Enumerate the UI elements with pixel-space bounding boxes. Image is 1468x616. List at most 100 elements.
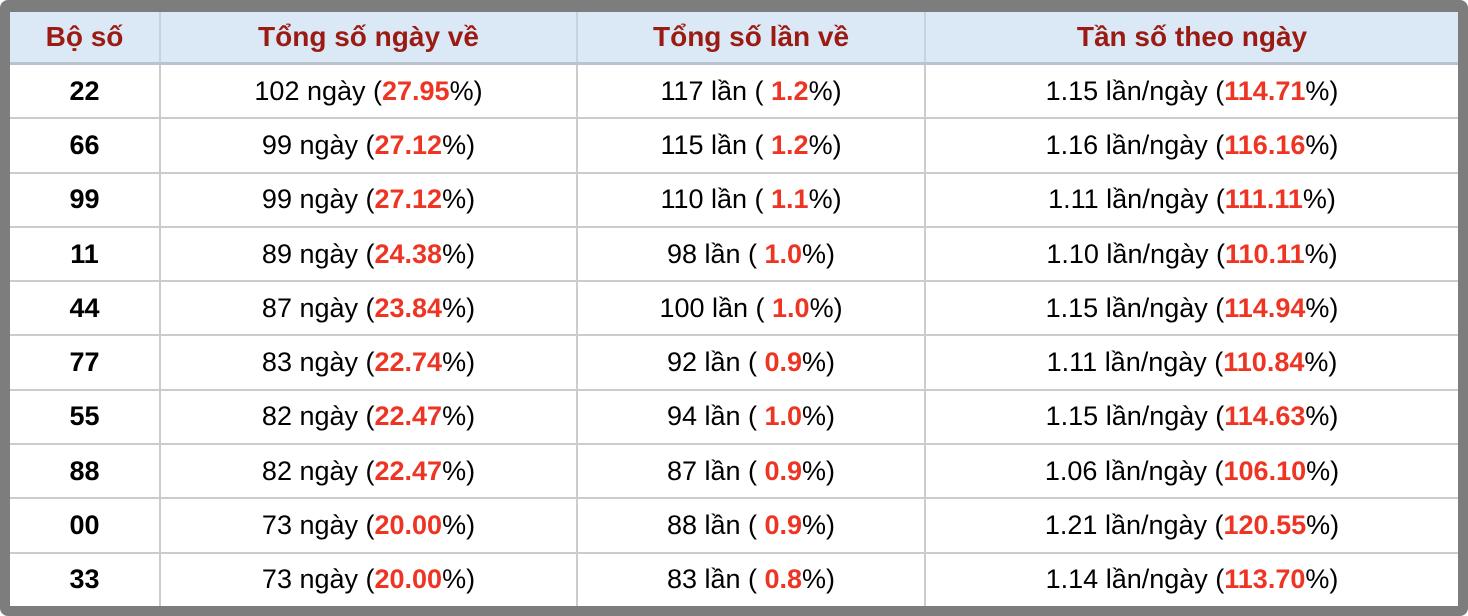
days-cell-percent-value: 22.47 bbox=[374, 455, 443, 486]
days-cell-prefix: 73 ngày ( bbox=[261, 564, 375, 595]
times-cell: 100 lần ( 1.0%) bbox=[577, 280, 926, 336]
freq-cell-prefix: 1.16 lần/ngày ( bbox=[1045, 129, 1225, 160]
days-cell-prefix: 82 ngày ( bbox=[261, 455, 375, 486]
days-cell: 87 ngày (23.84%) bbox=[160, 280, 578, 336]
days-cell-suffix: %) bbox=[442, 292, 476, 323]
days-cell: 82 ngày (22.47%) bbox=[160, 388, 578, 445]
days-cell: 82 ngày (22.47%) bbox=[160, 443, 578, 499]
times-cell: 88 lần ( 0.9%) bbox=[577, 497, 926, 553]
days-cell: 73 ngày (20.00%) bbox=[160, 551, 578, 606]
freq-cell-suffix: %) bbox=[1306, 455, 1340, 486]
freq-cell: 1.16 lần/ngày (116.16%) bbox=[925, 117, 1458, 173]
times-cell-suffix: %) bbox=[802, 238, 836, 269]
times-cell-prefix: 92 lần ( bbox=[666, 347, 765, 378]
freq-cell: 1.15 lần/ngày (114.94%) bbox=[925, 280, 1458, 336]
times-cell-percent-value: 0.8 bbox=[764, 564, 803, 595]
times-cell-suffix: %) bbox=[802, 510, 836, 541]
times-cell-suffix: %) bbox=[802, 455, 836, 486]
table-row: 77 83 ngày (22.74%) 92 lần ( 0.9%) 1.11 lần… bbox=[10, 334, 1458, 390]
table-row: 99 99 ngày (27.12%) 110 lần ( 1.1%) 1.11 lầ… bbox=[10, 171, 1458, 227]
freq-cell-suffix: %) bbox=[1304, 347, 1338, 378]
freq-cell-prefix: 1.10 lần/ngày ( bbox=[1046, 238, 1225, 269]
pair-cell: 88 bbox=[10, 443, 161, 499]
freq-cell: 1.14 lần/ngày (113.70%) bbox=[925, 551, 1458, 606]
freq-cell-prefix: 1.14 lần/ngày ( bbox=[1045, 564, 1225, 595]
freq-cell: 1.06 lần/ngày (106.10%) bbox=[925, 443, 1458, 499]
days-cell-percent-value: 20.00 bbox=[374, 510, 443, 541]
freq-cell-suffix: %) bbox=[1305, 401, 1339, 432]
days-cell: 89 ngày (24.38%) bbox=[160, 225, 578, 282]
freq-cell: 1.10 lần/ngày (110.11%) bbox=[925, 225, 1458, 282]
times-cell-prefix: 100 lần ( bbox=[659, 292, 773, 323]
times-cell-suffix: %) bbox=[808, 75, 842, 106]
times-cell-suffix: %) bbox=[809, 292, 843, 323]
pair-cell: 33 bbox=[10, 551, 161, 606]
days-cell-prefix: 89 ngày ( bbox=[261, 238, 375, 269]
header-freq: Tần số theo ngày bbox=[925, 12, 1458, 65]
pair-cell: 55 bbox=[10, 388, 161, 445]
freq-cell: 1.15 lần/ngày (114.71%) bbox=[925, 63, 1458, 119]
freq-cell-prefix: 1.15 lần/ngày ( bbox=[1045, 401, 1225, 432]
times-cell: 94 lần ( 1.0%) bbox=[577, 388, 926, 445]
freq-cell: 1.11 lần/ngày (110.84%) bbox=[925, 334, 1458, 390]
freq-cell-suffix: %) bbox=[1302, 184, 1336, 215]
freq-cell-suffix: %) bbox=[1305, 564, 1339, 595]
times-cell-prefix: 117 lần ( bbox=[660, 75, 772, 106]
days-cell-suffix: %) bbox=[442, 401, 476, 432]
times-cell-prefix: 94 lần ( bbox=[666, 401, 765, 432]
freq-cell-percent-value: 114.94 bbox=[1224, 292, 1306, 323]
days-cell: 99 ngày (27.12%) bbox=[160, 117, 578, 173]
times-cell: 117 lần ( 1.2%) bbox=[577, 63, 926, 119]
table-row: 33 73 ngày (20.00%) 83 lần ( 0.8%) 1.14 lần… bbox=[10, 551, 1458, 606]
header-days: Tổng số ngày về bbox=[160, 12, 578, 65]
days-cell-percent-value: 23.84 bbox=[374, 292, 443, 323]
freq-cell-percent-value: 114.71 bbox=[1224, 75, 1306, 106]
times-cell-suffix: %) bbox=[808, 184, 842, 215]
header-row: Bộ số Tổng số ngày về Tổng số lần về Tần… bbox=[10, 12, 1458, 65]
freq-cell-percent-value: 114.63 bbox=[1224, 401, 1306, 432]
freq-cell-percent-value: 113.70 bbox=[1224, 564, 1306, 595]
table-row: 44 87 ngày (23.84%) 100 lần ( 1.0%) 1.15 lầ… bbox=[10, 280, 1458, 336]
days-cell-percent-value: 22.47 bbox=[374, 401, 443, 432]
days-cell-suffix: %) bbox=[442, 129, 476, 160]
times-cell-prefix: 115 lần ( bbox=[660, 129, 772, 160]
freq-cell-prefix: 1.06 lần/ngày ( bbox=[1044, 455, 1224, 486]
days-cell-suffix: %) bbox=[442, 455, 476, 486]
days-cell-suffix: %) bbox=[449, 75, 483, 106]
days-cell: 102 ngày (27.95%) bbox=[160, 63, 578, 119]
days-cell-prefix: 102 ngày ( bbox=[254, 75, 382, 106]
freq-cell-percent-value: 110.84 bbox=[1223, 347, 1305, 378]
times-cell: 110 lần ( 1.1%) bbox=[577, 171, 926, 227]
freq-cell: 1.15 lần/ngày (114.63%) bbox=[925, 388, 1458, 445]
days-cell-prefix: 99 ngày ( bbox=[261, 129, 375, 160]
times-cell-suffix: %) bbox=[802, 347, 836, 378]
times-cell: 92 lần ( 0.9%) bbox=[577, 334, 926, 390]
times-cell-prefix: 87 lần ( bbox=[666, 455, 765, 486]
freq-cell: 1.11 lần/ngày (111.11%) bbox=[925, 171, 1458, 227]
pair-cell: 99 bbox=[10, 171, 161, 227]
freq-cell-percent-value: 120.55 bbox=[1223, 510, 1307, 541]
days-cell-suffix: %) bbox=[442, 184, 476, 215]
days-cell: 99 ngày (27.12%) bbox=[160, 171, 578, 227]
freq-cell-prefix: 1.11 lần/ngày ( bbox=[1048, 184, 1225, 215]
freq-cell-suffix: %) bbox=[1305, 129, 1339, 160]
times-cell-percent-value: 1.2 bbox=[771, 129, 809, 160]
pair-cell: 77 bbox=[10, 334, 161, 390]
table-row: 00 73 ngày (20.00%) 88 lần ( 0.9%) 1.21 lần… bbox=[10, 497, 1458, 553]
days-cell-percent-value: 20.00 bbox=[374, 564, 443, 595]
pair-frequency-table: Bộ số Tổng số ngày về Tổng số lần về Tần… bbox=[10, 12, 1458, 606]
days-cell-prefix: 83 ngày ( bbox=[261, 347, 375, 378]
days-cell-percent-value: 27.12 bbox=[374, 184, 443, 215]
freq-cell-prefix: 1.15 lần/ngày ( bbox=[1045, 75, 1225, 106]
freq-cell-suffix: %) bbox=[1306, 510, 1340, 541]
times-cell-percent-value: 1.0 bbox=[772, 292, 810, 323]
days-cell-suffix: %) bbox=[442, 564, 476, 595]
freq-cell-suffix: %) bbox=[1305, 75, 1339, 106]
times-cell-prefix: 110 lần ( bbox=[660, 184, 772, 215]
times-cell-prefix: 88 lần ( bbox=[666, 510, 765, 541]
times-cell-percent-value: 0.9 bbox=[764, 510, 803, 541]
table-row: 22 102 ngày (27.95%) 117 lần ( 1.2%) 1.15 l… bbox=[10, 63, 1458, 119]
freq-cell-prefix: 1.11 lần/ngày ( bbox=[1046, 347, 1224, 378]
